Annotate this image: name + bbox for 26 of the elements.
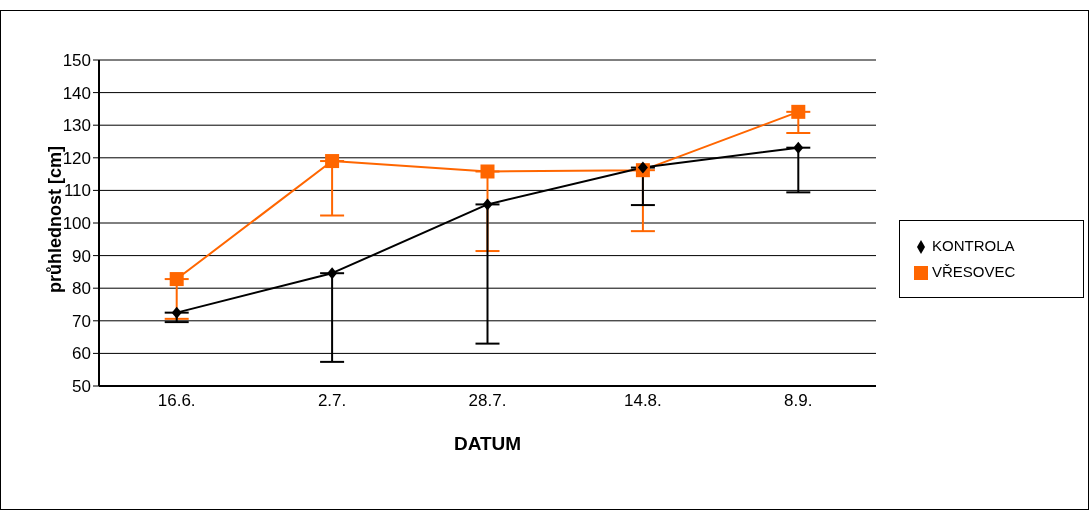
y-tick-label: 150 <box>62 51 91 71</box>
point <box>791 104 806 119</box>
x-tick-label: 16.6. <box>157 391 196 411</box>
point <box>482 198 493 211</box>
legend-label: KONTROLA <box>932 237 1015 254</box>
point <box>169 272 184 287</box>
y-tick-label: 140 <box>62 83 91 103</box>
x-tick-label: 8.9. <box>784 391 813 411</box>
y-tick-label: 50 <box>72 377 91 397</box>
y-tick-label: 80 <box>72 279 91 299</box>
x-tick-label: 14.8. <box>623 391 662 411</box>
y-tick-label: 100 <box>62 214 91 234</box>
y-tick-label: 70 <box>72 311 91 331</box>
x-tick-label: 2.7. <box>317 391 347 411</box>
x-tick-label: 28.7. <box>468 391 507 411</box>
y-tick-label: 130 <box>62 116 91 136</box>
x-axis-title: DATUM <box>453 433 522 454</box>
point <box>327 267 338 280</box>
y-tick-label: 90 <box>72 246 91 266</box>
point <box>480 164 495 179</box>
legend-label: VŘESOVEC <box>932 263 1016 280</box>
y-tick-label: 60 <box>72 344 91 364</box>
point <box>793 141 804 154</box>
point <box>637 161 648 174</box>
point <box>325 154 340 169</box>
point <box>171 306 182 319</box>
